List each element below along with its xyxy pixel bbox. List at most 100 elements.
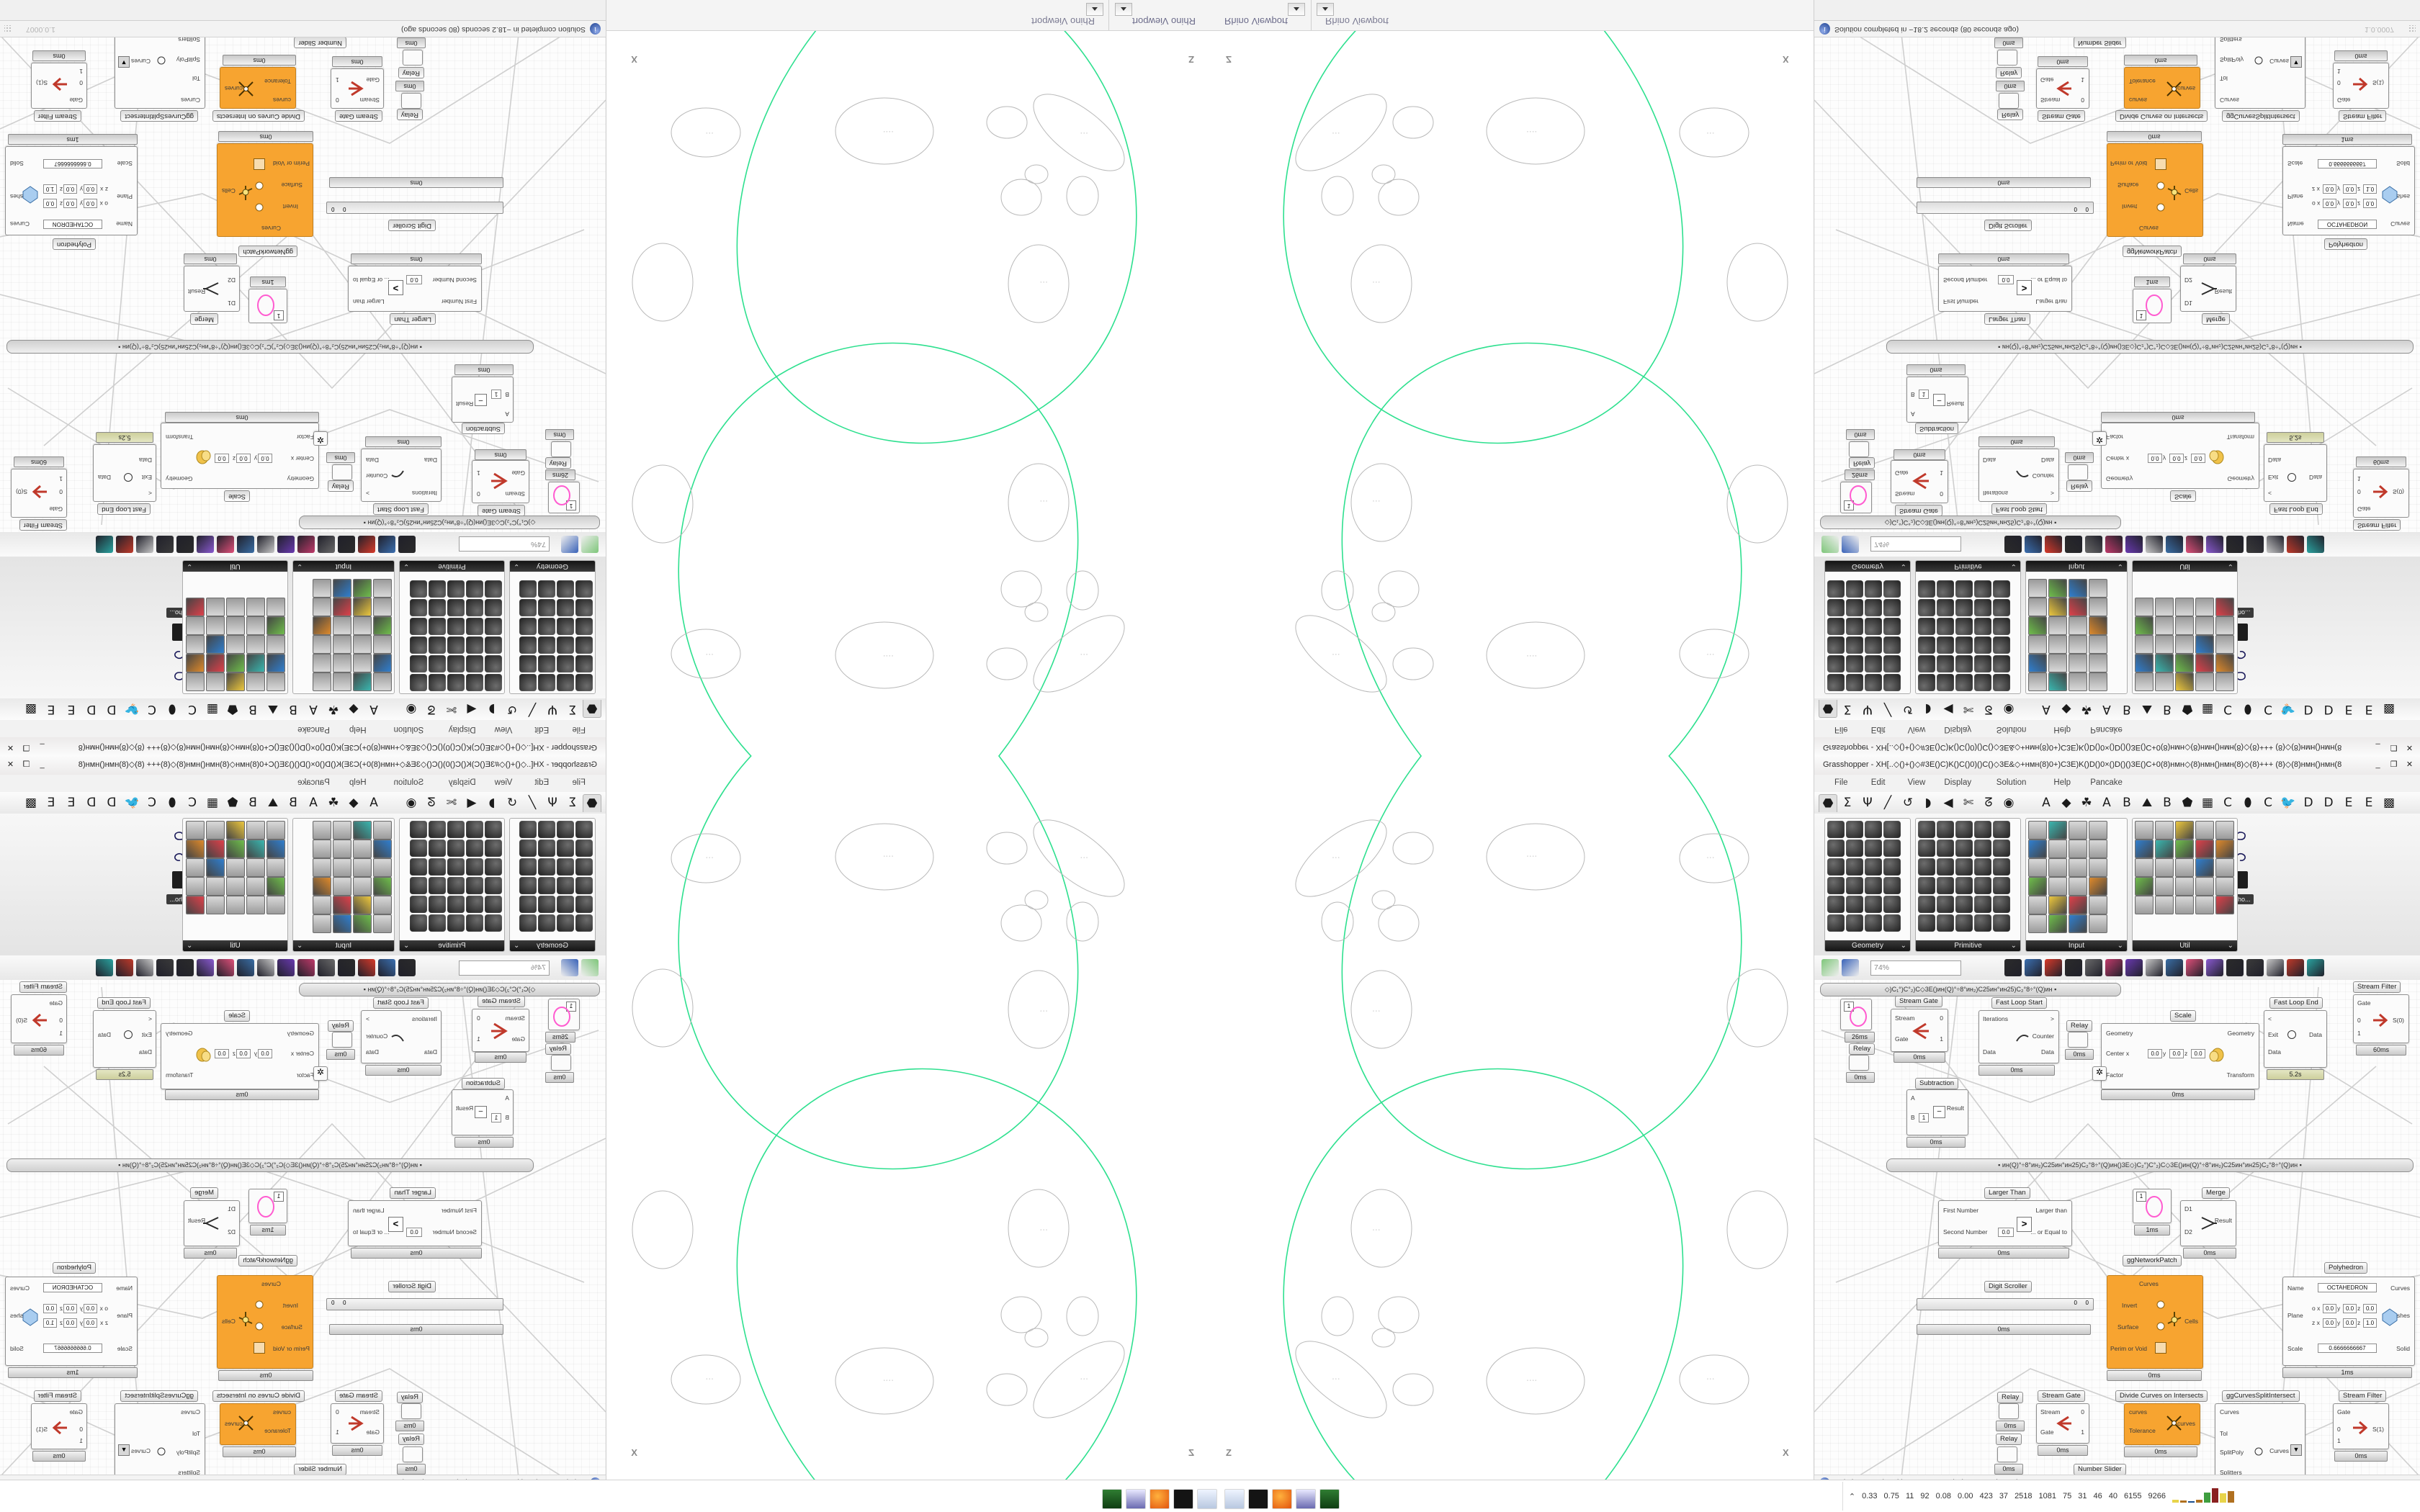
component-icon[interactable] — [1883, 877, 1901, 894]
component-icon[interactable] — [226, 858, 245, 877]
component-icon[interactable] — [2089, 635, 2107, 654]
component-icon[interactable] — [2028, 858, 2047, 877]
node-ggnetworkpatch[interactable]: 1 — [2133, 289, 2172, 323]
component-icon[interactable] — [1974, 821, 1991, 838]
tab-maths[interactable]: Σ — [568, 702, 577, 716]
node-ggcurvessplitintersect[interactable]: Curves Tol SplitPoly Splitters Curves ▼ — [115, 1403, 205, 1484]
component-icon[interactable] — [313, 858, 331, 877]
node-digit-scroller-1[interactable]: 0 0 — [326, 202, 503, 214]
open-file-icon[interactable] — [581, 536, 599, 553]
cap-ggnetworkpatch[interactable]: ggNetworkPatch — [238, 246, 297, 257]
component-icon[interactable] — [410, 877, 427, 894]
green-app-icon[interactable] — [1102, 1489, 1122, 1509]
component-icon[interactable] — [575, 840, 593, 857]
cap-stream-filter-2[interactable]: Stream Filter — [33, 1390, 81, 1402]
cap-relay-2[interactable]: Relay — [327, 1020, 354, 1032]
extra-icon-2[interactable] — [172, 848, 188, 864]
chevron-down-icon[interactable]: ⌄ — [1900, 562, 1906, 570]
component-icon[interactable] — [447, 580, 465, 598]
node-polyhedron[interactable]: Name OCTAHEDRON Curves Plane o x 0.0 y 0.0… — [5, 1277, 138, 1366]
cap-digit-scroller-1[interactable]: Digit Scroller — [388, 1281, 436, 1292]
open-file-icon[interactable] — [581, 959, 599, 976]
component-icon[interactable] — [429, 858, 446, 876]
node-fast-loop-end[interactable]: < Exit Data Data — [2264, 1010, 2327, 1068]
extra-icon-2[interactable] — [2232, 648, 2248, 664]
tab-a2[interactable]: A — [2102, 702, 2111, 716]
component-icon[interactable] — [1993, 914, 2010, 932]
cap-scale-1[interactable]: Scale — [2170, 1010, 2196, 1022]
component-icon[interactable] — [447, 877, 465, 894]
close-button[interactable]: ✕ — [6, 760, 14, 769]
node-divide-curves-on-intersects[interactable]: curves Tolerance curves — [2124, 67, 2200, 109]
component-icon[interactable] — [1937, 618, 1954, 635]
node-param-circle-1[interactable]: 1 — [548, 482, 580, 513]
component-icon[interactable] — [466, 636, 483, 654]
component-icon[interactable] — [2048, 616, 2067, 635]
tab-matrix[interactable]: ▩ — [2383, 796, 2396, 810]
component-icon[interactable] — [1883, 840, 1901, 857]
component-icon[interactable] — [373, 896, 392, 914]
node-stream-filter-1[interactable]: Gate 0 S(0) 1 — [11, 994, 67, 1043]
component-icon[interactable] — [1846, 618, 1863, 635]
component-icon[interactable] — [410, 674, 427, 691]
component-icon[interactable] — [353, 914, 372, 933]
component-icon[interactable] — [313, 654, 331, 672]
group-header-top[interactable]: ◇)C₁°)C°₂)C◇3E()ин(Q)°÷8°ин₂)C25ин°ин25)… — [299, 516, 600, 529]
node-stream-gate-2[interactable]: Stream 0 Gate 1 — [2036, 1403, 2089, 1444]
color-blue-icon[interactable] — [2307, 536, 2324, 553]
shade-black-icon[interactable] — [217, 536, 234, 553]
component-icon[interactable] — [186, 896, 205, 914]
component-icon[interactable] — [2215, 840, 2234, 858]
component-icon[interactable] — [266, 598, 285, 616]
component-icon[interactable] — [2175, 616, 2194, 635]
component-icon[interactable] — [266, 654, 285, 672]
cap-polyhedron[interactable]: Polyhedron — [2324, 238, 2368, 250]
tab-c2[interactable]: C — [148, 796, 156, 810]
scissors-icon[interactable] — [237, 536, 254, 553]
chevron-down-icon[interactable]: ⌄ — [187, 562, 193, 570]
component-icon[interactable] — [226, 877, 245, 896]
component-icon[interactable] — [1993, 840, 2010, 857]
group-header-top[interactable]: ◇)C₁°)C°₂)C◇3E()ин(Q)°÷8°ин₂)C25ин°ин25)… — [1820, 516, 2121, 529]
component-icon[interactable] — [1865, 877, 1882, 894]
menu-item-help[interactable]: Help — [349, 778, 367, 787]
component-icon[interactable] — [226, 821, 245, 840]
component-icon[interactable] — [1974, 840, 1991, 857]
zoom-extents-icon[interactable] — [439, 536, 456, 553]
component-icon[interactable] — [2069, 877, 2087, 896]
component-icon[interactable] — [2028, 840, 2047, 858]
component-icon[interactable] — [575, 914, 593, 932]
node-scale-1[interactable]: Geometry Geometry Center x 0.0 y 0.0 z 0.0 … — [2101, 423, 2259, 489]
dark-logo-icon[interactable] — [1248, 1489, 1268, 1509]
node-fast-loop-start[interactable]: Iterations > Data Data Counter — [1978, 449, 2059, 502]
component-icon[interactable] — [2048, 598, 2067, 616]
chevron-down-icon[interactable]: ⌄ — [2117, 562, 2123, 570]
tab-b2[interactable]: B — [2163, 702, 2172, 716]
component-icon[interactable] — [206, 616, 225, 635]
component-icon[interactable] — [1993, 636, 2010, 654]
tab-a-plugin[interactable]: A — [2042, 702, 2051, 716]
component-icon[interactable] — [466, 674, 483, 691]
node-stream-gate-2[interactable]: Stream 0 Gate 1 — [2036, 68, 2089, 109]
component-icon[interactable] — [447, 636, 465, 654]
menu-item-file[interactable]: File — [1834, 725, 1848, 734]
color-blue-icon[interactable] — [2307, 959, 2324, 976]
component-icon[interactable] — [2175, 635, 2194, 654]
cap-stream-filter-1[interactable]: Stream Filter — [19, 519, 67, 531]
component-icon[interactable] — [1937, 599, 1954, 616]
node-factor-multiplier[interactable]: ✲ — [2092, 1066, 2107, 1081]
gha-assembly-icon[interactable] — [338, 959, 355, 976]
chevron-down-icon[interactable]: ⌄ — [297, 942, 303, 950]
tab-curve[interactable]: ↺ — [506, 796, 518, 810]
component-icon[interactable] — [2135, 858, 2154, 877]
component-icon[interactable] — [2155, 877, 2174, 896]
tab-mesh[interactable]: ◀ — [467, 702, 477, 716]
help-icon[interactable] — [277, 959, 295, 976]
cap-stream-gate-2[interactable]: Stream Gate — [335, 110, 382, 122]
cap-stream-gate-1[interactable]: Stream Gate — [1895, 505, 1942, 516]
cap-stream-filter-1[interactable]: Stream Filter — [19, 981, 67, 993]
open-file-icon[interactable] — [1821, 536, 1839, 553]
component-icon[interactable] — [1846, 896, 1863, 913]
cap-subtraction[interactable]: Subtraction — [1915, 1078, 1959, 1089]
color-orange-icon[interactable] — [2287, 959, 2304, 976]
